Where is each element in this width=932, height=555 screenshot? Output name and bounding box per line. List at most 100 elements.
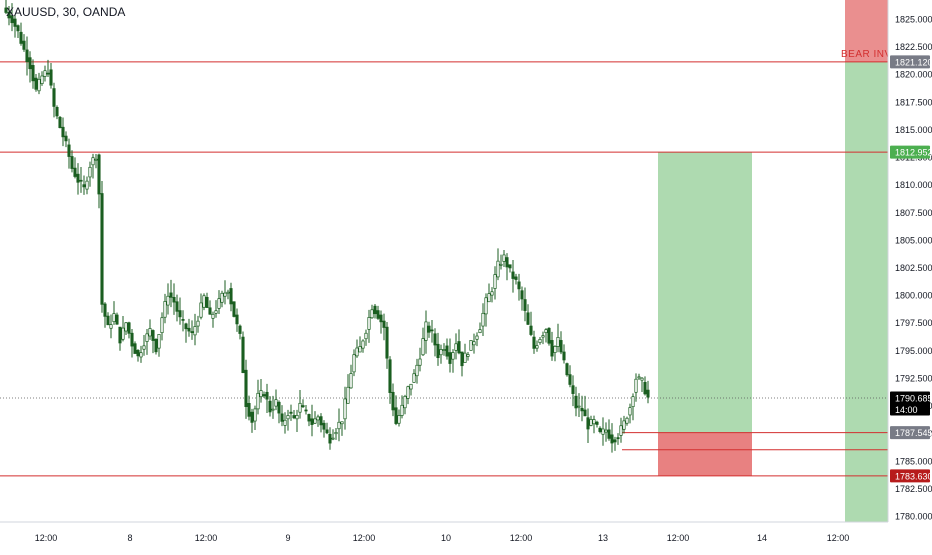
candle[interactable] — [475, 332, 479, 347]
candle[interactable] — [634, 373, 638, 402]
candle[interactable] — [529, 311, 533, 337]
candle[interactable] — [361, 339, 365, 353]
candle[interactable] — [229, 282, 233, 312]
candle[interactable] — [571, 375, 575, 407]
candle[interactable] — [631, 393, 635, 421]
candle[interactable] — [607, 419, 611, 441]
candle[interactable] — [550, 331, 554, 361]
candle[interactable] — [172, 283, 176, 315]
candle[interactable] — [31, 59, 35, 89]
candle[interactable] — [55, 105, 59, 120]
candle[interactable] — [166, 283, 170, 315]
candle[interactable] — [409, 383, 413, 396]
candle[interactable] — [247, 395, 251, 421]
candle[interactable] — [88, 161, 92, 187]
candle[interactable] — [205, 292, 209, 308]
candle[interactable] — [115, 312, 119, 325]
candle[interactable] — [442, 343, 446, 356]
candle[interactable] — [466, 351, 470, 361]
candle[interactable] — [118, 326, 122, 351]
candle[interactable] — [271, 395, 275, 419]
candle[interactable] — [259, 379, 263, 403]
candle[interactable] — [622, 415, 626, 434]
candle[interactable] — [613, 436, 617, 451]
candle[interactable] — [535, 340, 539, 352]
candle[interactable] — [331, 429, 335, 441]
candle[interactable] — [367, 309, 371, 343]
candle[interactable] — [583, 395, 587, 417]
candle[interactable] — [514, 273, 518, 285]
candle[interactable] — [220, 290, 224, 308]
candle[interactable] — [145, 329, 149, 355]
candle[interactable] — [349, 364, 353, 389]
candle[interactable] — [424, 310, 428, 354]
candle[interactable] — [79, 166, 83, 193]
candle[interactable] — [274, 389, 278, 411]
candle[interactable] — [640, 376, 644, 393]
candle[interactable] — [343, 386, 347, 430]
candle[interactable] — [61, 117, 65, 147]
candle[interactable] — [541, 331, 545, 345]
candle[interactable] — [82, 175, 86, 195]
long-target-zone[interactable] — [658, 152, 752, 433]
candle[interactable] — [136, 349, 140, 362]
candle[interactable] — [25, 36, 29, 76]
candle[interactable] — [277, 400, 281, 424]
candle[interactable] — [523, 287, 527, 322]
candle[interactable] — [589, 415, 593, 427]
candle[interactable] — [232, 301, 236, 318]
candle[interactable] — [427, 321, 431, 338]
candle[interactable] — [49, 63, 53, 89]
candle[interactable] — [10, 3, 14, 32]
candle[interactable] — [7, 6, 11, 26]
candle[interactable] — [223, 280, 227, 305]
candle[interactable] — [646, 380, 650, 404]
candle[interactable] — [316, 414, 320, 427]
candle[interactable] — [385, 322, 389, 369]
candle[interactable] — [163, 293, 167, 324]
candle[interactable] — [280, 405, 284, 427]
candle[interactable] — [469, 340, 473, 351]
candle[interactable] — [568, 365, 572, 388]
candle[interactable] — [13, 14, 17, 38]
candle[interactable] — [370, 304, 374, 319]
candle[interactable] — [40, 71, 44, 86]
candle[interactable] — [16, 24, 20, 39]
candle[interactable] — [565, 362, 569, 377]
candle[interactable] — [67, 138, 71, 169]
candle[interactable] — [457, 329, 461, 355]
candle[interactable] — [73, 157, 77, 179]
candle[interactable] — [496, 248, 500, 281]
candle[interactable] — [586, 408, 590, 444]
candle[interactable] — [574, 386, 578, 417]
candle[interactable] — [58, 116, 62, 129]
candle[interactable] — [313, 411, 317, 424]
candle[interactable] — [595, 420, 599, 428]
candle[interactable] — [289, 404, 293, 421]
candle[interactable] — [160, 312, 164, 341]
candle[interactable] — [334, 428, 338, 440]
candle[interactable] — [100, 180, 104, 313]
candle[interactable] — [244, 359, 248, 419]
candle[interactable] — [511, 260, 515, 293]
candle[interactable] — [241, 331, 245, 374]
candle[interactable] — [250, 408, 254, 433]
candle[interactable] — [604, 422, 608, 442]
candle[interactable] — [616, 433, 620, 445]
candle[interactable] — [601, 417, 605, 446]
bull-band-zone[interactable] — [845, 61, 888, 522]
candle[interactable] — [379, 310, 383, 334]
candle[interactable] — [415, 358, 419, 384]
candle[interactable] — [328, 427, 332, 450]
candle[interactable] — [265, 383, 269, 414]
candle[interactable] — [430, 319, 434, 343]
candle[interactable] — [346, 374, 350, 404]
candle[interactable] — [484, 293, 488, 327]
candle[interactable] — [214, 300, 218, 318]
candle[interactable] — [403, 394, 407, 415]
candle[interactable] — [448, 338, 452, 373]
candle[interactable] — [580, 395, 584, 422]
candle[interactable] — [526, 304, 530, 326]
candle[interactable] — [208, 300, 212, 315]
